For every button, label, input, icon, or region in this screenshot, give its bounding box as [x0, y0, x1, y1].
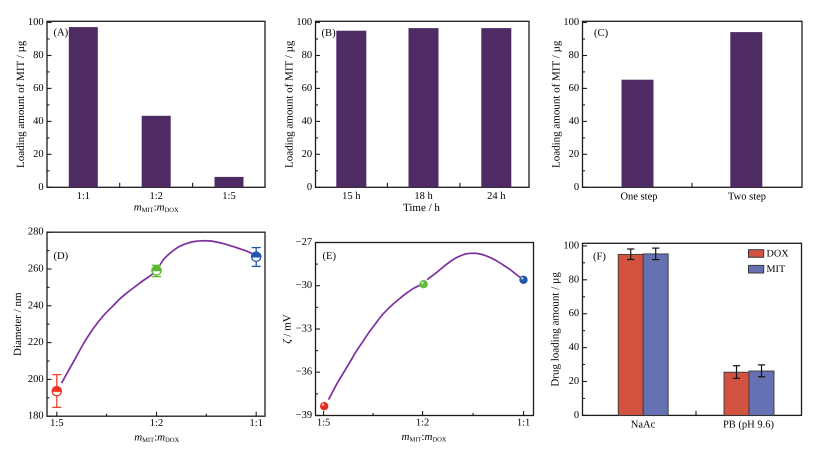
svg-text:24 h: 24 h — [487, 191, 506, 202]
svg-text:mMIT:mDOX: mMIT:mDOX — [134, 432, 179, 444]
svg-text:mMIT:mDOX: mMIT:mDOX — [134, 201, 179, 213]
svg-text:40: 40 — [302, 116, 313, 127]
svg-text:20: 20 — [302, 149, 313, 160]
svg-text:Time / h: Time / h — [403, 202, 440, 214]
svg-text:0: 0 — [574, 410, 579, 421]
svg-text:(C): (C) — [594, 28, 609, 39]
svg-text:−36: −36 — [296, 367, 312, 378]
svg-text:1:1: 1:1 — [77, 191, 90, 202]
svg-text:100: 100 — [563, 240, 579, 251]
svg-text:15 h: 15 h — [342, 191, 361, 202]
svg-text:−30: −30 — [296, 280, 312, 291]
svg-text:(B): (B) — [322, 28, 337, 39]
svg-text:40: 40 — [569, 342, 580, 353]
svg-text:1:1: 1:1 — [517, 418, 530, 429]
svg-text:40: 40 — [33, 116, 44, 127]
svg-text:(D): (D) — [54, 251, 69, 262]
svg-text:Loading amount of MIT / µg: Loading amount of MIT / µg — [15, 40, 27, 168]
svg-text:NaAc: NaAc — [631, 420, 656, 431]
svg-text:200: 200 — [28, 374, 44, 385]
svg-text:100: 100 — [28, 17, 44, 28]
svg-text:Loading amount of MIT / µg: Loading amount of MIT / µg — [551, 40, 563, 168]
svg-text:MIT: MIT — [767, 264, 786, 275]
svg-text:80: 80 — [569, 274, 580, 285]
svg-text:PB (pH 9.6): PB (pH 9.6) — [723, 420, 775, 431]
svg-text:Drug loading amount / µg: Drug loading amount / µg — [550, 272, 562, 387]
svg-text:18 h: 18 h — [414, 191, 433, 202]
svg-text:mMIT:mDOX: mMIT:mDOX — [402, 431, 447, 443]
svg-text:(F): (F) — [593, 252, 606, 263]
svg-text:Loading amount of MIT / µg: Loading amount of MIT / µg — [284, 40, 296, 168]
svg-text:80: 80 — [33, 50, 44, 61]
svg-text:60: 60 — [302, 83, 313, 94]
svg-text:0: 0 — [38, 182, 43, 193]
svg-text:100: 100 — [563, 17, 579, 28]
svg-text:280: 280 — [28, 227, 44, 238]
svg-text:220: 220 — [28, 337, 44, 348]
svg-text:1:2: 1:2 — [416, 418, 429, 429]
svg-text:0: 0 — [307, 182, 312, 193]
svg-text:−39: −39 — [296, 410, 312, 421]
svg-text:60: 60 — [569, 308, 580, 319]
svg-text:1:1: 1:1 — [249, 418, 262, 429]
svg-text:DOX: DOX — [767, 248, 790, 259]
svg-text:Diameter / nm: Diameter / nm — [12, 292, 24, 356]
svg-text:100: 100 — [296, 17, 312, 28]
svg-text:20: 20 — [33, 149, 44, 160]
svg-text:260: 260 — [28, 264, 44, 275]
svg-text:240: 240 — [28, 300, 44, 311]
svg-text:20: 20 — [569, 149, 580, 160]
svg-text:1:2: 1:2 — [150, 418, 163, 429]
svg-text:Two step: Two step — [728, 191, 766, 202]
svg-text:1:2: 1:2 — [149, 191, 162, 202]
svg-text:80: 80 — [302, 50, 313, 61]
svg-text:(A): (A) — [54, 28, 69, 39]
svg-text:One step: One step — [620, 191, 657, 202]
svg-text:1:5: 1:5 — [317, 418, 330, 429]
svg-text:60: 60 — [569, 83, 580, 94]
svg-text:40: 40 — [569, 116, 580, 127]
svg-text:−33: −33 — [296, 324, 312, 335]
svg-text:−27: −27 — [296, 237, 312, 248]
svg-text:180: 180 — [28, 411, 44, 422]
svg-text:1:5: 1:5 — [50, 418, 63, 429]
svg-text:(E): (E) — [323, 251, 337, 262]
svg-text:0: 0 — [574, 182, 579, 193]
svg-text:ζ / mV: ζ / mV — [282, 314, 294, 344]
svg-text:1:5: 1:5 — [222, 191, 235, 202]
svg-text:20: 20 — [569, 376, 580, 387]
svg-text:80: 80 — [569, 50, 580, 61]
svg-text:60: 60 — [33, 83, 44, 94]
